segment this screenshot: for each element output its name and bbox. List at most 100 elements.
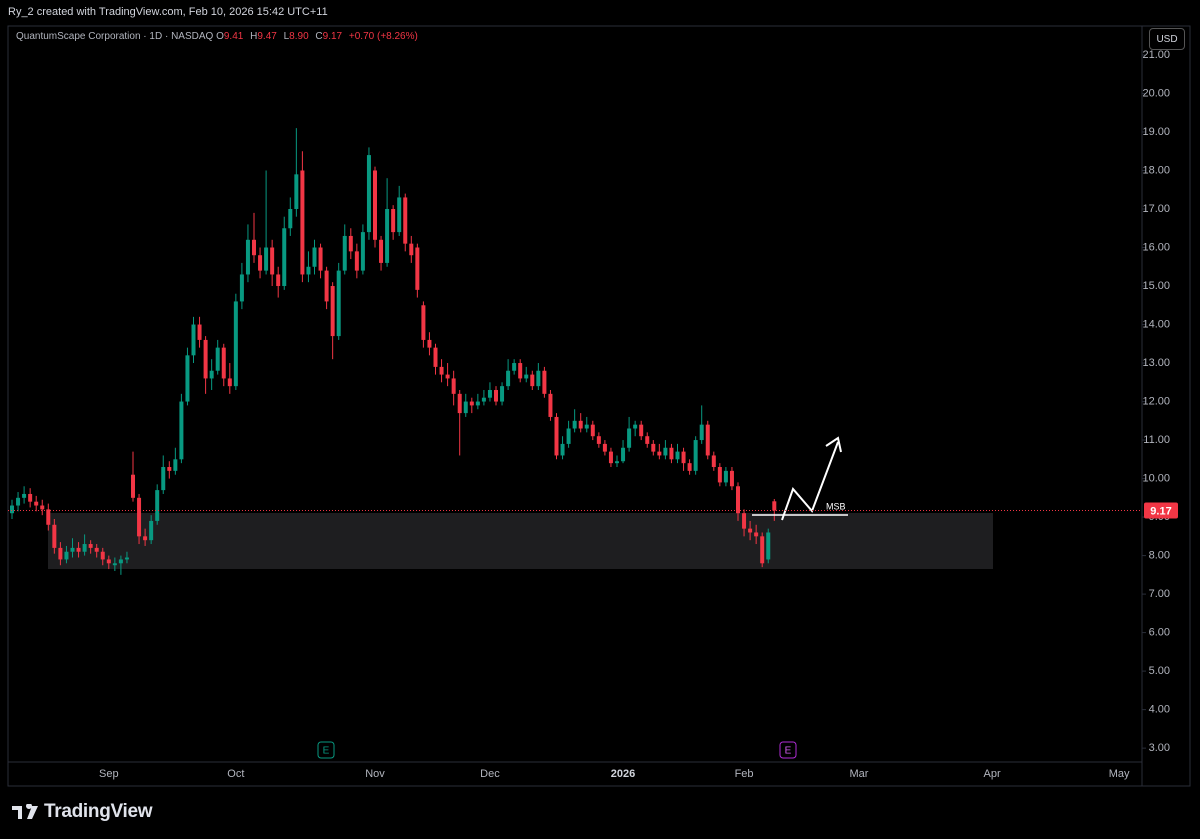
candle-body <box>124 557 129 560</box>
candle-body <box>191 324 196 356</box>
candle-body <box>518 363 523 379</box>
candle-body <box>754 532 759 537</box>
candle-body <box>421 305 426 340</box>
legend: QuantumScape Corporation · 1D · NASDAQ O… <box>16 31 422 42</box>
candle-body <box>687 463 692 471</box>
candle-body <box>729 470 734 487</box>
x-tick-label: 2026 <box>611 768 635 780</box>
candle-body <box>427 339 432 348</box>
candle-body <box>294 174 299 209</box>
candle-body <box>554 416 559 456</box>
candle-body <box>318 247 323 271</box>
candle-body <box>736 486 740 514</box>
candle-body <box>300 170 305 275</box>
candle-body <box>536 370 541 387</box>
x-tick-label: Sep <box>99 768 119 780</box>
candle-body <box>403 197 408 244</box>
last-price-label: 9.17 <box>1150 505 1171 517</box>
candle-body <box>324 270 329 302</box>
symbol-title: QuantumScape Corporation · 1D · NASDAQ <box>16 31 214 42</box>
candle-body <box>560 443 565 456</box>
arrow-head <box>825 436 842 453</box>
candle-body <box>245 239 250 275</box>
candle-body <box>506 370 511 387</box>
currency-button[interactable]: USD <box>1149 28 1185 50</box>
ohlc-letter: O <box>216 31 224 42</box>
candle-body <box>161 467 166 491</box>
candle-body <box>34 501 39 506</box>
candle-body <box>131 474 135 498</box>
y-tick-label: 11.00 <box>1143 434 1170 446</box>
candle-body <box>608 451 613 464</box>
candle-body <box>530 374 535 387</box>
candle-body <box>409 243 414 256</box>
candle-body <box>354 251 359 271</box>
candle-body <box>566 428 571 444</box>
y-tick-label: 8.00 <box>1149 549 1170 561</box>
candle-body <box>360 232 365 271</box>
earnings-marker[interactable] <box>317 741 335 759</box>
candle-body <box>748 528 753 533</box>
candle-body <box>179 401 184 460</box>
y-tick-label: 3.00 <box>1149 742 1170 754</box>
candle-body <box>10 505 14 514</box>
y-tick-label: 4.00 <box>1149 704 1170 716</box>
candle-body <box>669 447 674 460</box>
y-tick-label: 19.00 <box>1142 126 1170 138</box>
y-tick-label: 17.00 <box>1142 203 1170 215</box>
candle-body <box>621 447 626 462</box>
earnings-label[interactable]: E <box>323 746 330 757</box>
candle-body <box>373 170 377 240</box>
candle-body <box>58 547 63 560</box>
y-tick-label: 12.00 <box>1142 395 1170 407</box>
candle-body <box>173 459 178 471</box>
y-tick-label: 6.00 <box>1149 627 1170 639</box>
x-tick-label: May <box>1109 768 1130 780</box>
y-tick-label: 15.00 <box>1142 280 1170 292</box>
candle-body <box>112 563 117 566</box>
candle-body <box>663 447 668 456</box>
candle-body <box>209 370 214 379</box>
candle-body <box>675 451 680 460</box>
candle-body <box>239 274 244 302</box>
candle-body <box>627 428 632 448</box>
candle-body <box>548 393 553 417</box>
x-tick-label: Nov <box>365 768 385 780</box>
candle-body <box>578 420 583 429</box>
last-price-box <box>1144 502 1178 519</box>
candle-body <box>366 155 371 233</box>
candle-body <box>524 374 529 379</box>
candle-body <box>475 401 480 406</box>
earnings-label[interactable]: E <box>785 746 792 757</box>
candle-body <box>723 470 728 483</box>
candle-body <box>766 532 771 560</box>
candle-body <box>481 397 486 402</box>
candle-body <box>28 493 33 502</box>
change: +0.70 (+8.26%) <box>348 31 418 42</box>
candle-body <box>542 370 547 394</box>
candle-body <box>288 208 293 229</box>
projection-arrow <box>781 441 839 521</box>
candle-body <box>233 301 238 387</box>
candle-body <box>106 559 111 564</box>
candle-body <box>772 501 777 511</box>
candle-body <box>312 247 317 267</box>
candle-body <box>264 247 269 271</box>
candle-body <box>336 270 341 337</box>
candle-body <box>64 551 69 560</box>
msb-label: MSB <box>826 501 846 511</box>
candle-body <box>276 274 281 287</box>
candle-body <box>221 347 226 379</box>
candle-body <box>742 513 747 529</box>
x-tick-label: Dec <box>480 768 500 780</box>
x-tick-label: Apr <box>984 768 1001 780</box>
candle-body <box>46 509 51 525</box>
earnings-marker[interactable] <box>779 741 797 759</box>
y-tick-label: 16.00 <box>1142 241 1170 253</box>
candle-body <box>379 239 384 263</box>
ohlc-value: 9.17 <box>322 31 343 42</box>
candle-body <box>615 461 619 464</box>
candle-body <box>487 389 492 398</box>
candle-body <box>76 547 81 552</box>
